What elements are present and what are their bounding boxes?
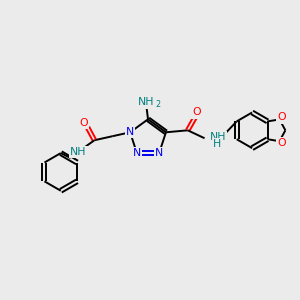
Text: NH: NH <box>138 98 154 107</box>
Text: O: O <box>277 138 286 148</box>
Text: N: N <box>133 148 141 158</box>
Text: N: N <box>155 148 163 158</box>
Text: O: O <box>192 107 201 118</box>
Text: O: O <box>79 118 88 128</box>
Text: 2: 2 <box>155 100 160 109</box>
Text: NH: NH <box>209 132 226 142</box>
Text: H: H <box>213 139 222 149</box>
Text: N: N <box>126 127 134 137</box>
Text: O: O <box>277 112 286 122</box>
Text: NH: NH <box>70 147 87 157</box>
